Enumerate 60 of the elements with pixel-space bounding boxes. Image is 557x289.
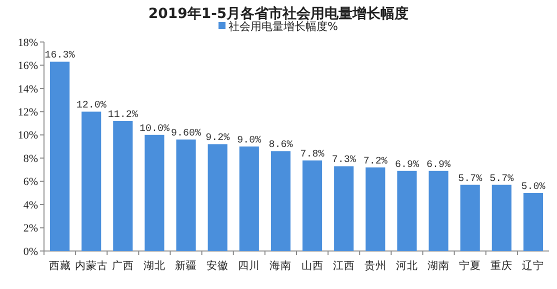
chart-title: 2019年1-5月各省市社会用电量增长幅度: [148, 5, 409, 22]
bar: [144, 134, 164, 251]
bar: [239, 146, 259, 251]
data-label: 6.9%: [394, 160, 419, 171]
legend-label: 社会用电量增长幅度%: [228, 20, 338, 33]
bar: [334, 166, 354, 251]
data-label: 11.2%: [108, 110, 138, 121]
y-tick-label: 18%: [18, 36, 38, 49]
data-label: 5.7%: [458, 174, 482, 185]
x-tick-label: 重庆: [490, 259, 513, 272]
y-tick-label: 8%: [23, 152, 38, 165]
bar: [397, 170, 417, 251]
bar: [492, 184, 512, 251]
data-label: 5.7%: [490, 174, 514, 185]
data-label: 7.8%: [300, 149, 324, 160]
data-label: 6.9%: [426, 160, 451, 171]
data-label: 7.3%: [332, 155, 356, 166]
bar: [82, 112, 102, 251]
y-tick-label: 2%: [23, 222, 38, 235]
data-label: 16.3%: [44, 50, 75, 62]
bar: [50, 62, 70, 251]
bar: [366, 167, 386, 251]
x-tick-label: 海南: [270, 259, 292, 272]
y-tick-label: 0%: [23, 246, 38, 258]
x-tick-label: 新疆: [175, 259, 198, 272]
x-tick-label: 四川: [238, 259, 260, 272]
data-label: 9.60%: [171, 128, 202, 140]
x-tick-label: 河北: [396, 259, 418, 272]
data-label: 12.0%: [76, 100, 106, 112]
x-tick-label: 广西: [112, 259, 134, 272]
data-label: 10.0%: [139, 124, 170, 135]
data-label: 7.2%: [363, 156, 388, 168]
bar: [176, 140, 196, 251]
x-tick-label: 湖南: [428, 259, 450, 272]
bar: [208, 144, 228, 251]
y-tick-label: 10%: [18, 130, 38, 142]
x-tick-label: 西藏: [48, 259, 71, 272]
x-tick-label: 宁夏: [459, 259, 482, 272]
data-label: 8.6%: [268, 140, 293, 152]
bar: [270, 151, 291, 251]
y-tick-label: 14%: [18, 83, 38, 96]
data-label: 9.2%: [206, 133, 230, 144]
bar: [302, 160, 322, 251]
bar: [523, 192, 544, 251]
x-tick-label: 安徽: [206, 259, 229, 272]
y-tick-label: 4%: [23, 199, 38, 212]
x-tick-label: 辽宁: [522, 259, 544, 272]
y-tick-label: 12%: [18, 106, 38, 119]
bar: [113, 120, 133, 251]
x-tick-label: 山西: [301, 259, 324, 272]
x-tick-label: 内蒙古: [74, 259, 108, 272]
bar: [460, 184, 480, 251]
data-label: 9.0%: [237, 136, 262, 146]
y-tick-label: 6%: [23, 176, 38, 188]
y-tick-label: 16%: [18, 60, 38, 72]
bar: [428, 170, 448, 251]
x-tick-label: 贵州: [364, 259, 386, 272]
x-tick-label: 江西: [332, 260, 355, 272]
x-tick-label: 湖北: [143, 259, 166, 272]
data-label: 5.0%: [521, 182, 546, 193]
